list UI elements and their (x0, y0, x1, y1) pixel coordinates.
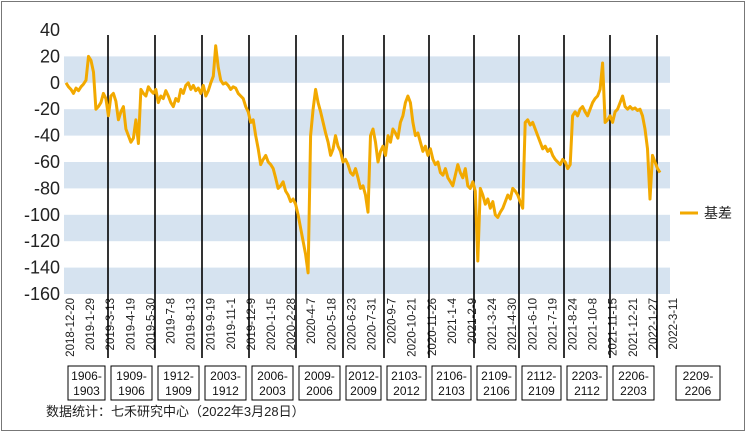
basis-line-chart: 40 20 0 -20 -40 -60 -80 -100 -120 -140 -160 2018-1… (24, 20, 732, 419)
x-tick-label: 2022-3-11 (668, 298, 680, 350)
contract-label-line2: 2109 (528, 384, 555, 398)
y-tick-label: -80 (34, 178, 60, 198)
contract-label-line1: 2003- (210, 369, 241, 383)
x-tick-label: 2021-8-24 (568, 297, 580, 350)
contract-label-line1: 1906- (71, 369, 102, 383)
contract-label-line2: 2203 (620, 384, 647, 398)
contract-label-line1: 2209- (683, 369, 714, 383)
x-tick-label: 2021-6-10 (527, 298, 539, 350)
grid-band (64, 56, 670, 83)
y-tick-label: -100 (24, 205, 60, 225)
y-tick-label: 0 (50, 73, 60, 93)
y-tick-label: -140 (24, 258, 60, 278)
contract-labels: 1906-19031909-19061912-19092003-19122006… (67, 365, 721, 401)
x-tick-label: 2021-12-21 (628, 298, 640, 357)
contract-label-line1: 2103- (391, 369, 422, 383)
contract-label-line2: 2009 (350, 384, 377, 398)
contract-label-line2: 2012 (393, 384, 420, 398)
x-tick-label: 2018-12-20 (65, 298, 77, 357)
x-tick-label: 2020-1-15 (266, 298, 278, 350)
y-tick-label: -60 (34, 152, 60, 172)
contract-label-line2: 2106 (483, 384, 510, 398)
contract-label-box: 2006-2003 (251, 365, 294, 401)
grid-band (64, 267, 670, 294)
x-tick-label: 2020-2-28 (286, 298, 298, 350)
x-tick-label: 2021-2-9 (467, 298, 479, 344)
contract-label-line2: 2112 (574, 384, 600, 398)
contract-label-box: 2109-2106 (476, 365, 517, 401)
x-tick-label: 2022-1-27 (648, 298, 660, 350)
contract-label-box: 1912-1909 (157, 365, 200, 401)
y-axis: 40 20 0 -20 -40 -60 -80 -100 -120 -140 -160 (24, 20, 60, 304)
contract-label-line1: 2106- (436, 369, 467, 383)
y-tick-label: -20 (34, 99, 60, 119)
x-tick-label: 2021-1-4 (447, 297, 459, 344)
x-tick-label: 2019-1-29 (85, 298, 97, 350)
x-tick-label: 2019-4-19 (125, 298, 137, 350)
contract-label-box: 2012-2009 (345, 365, 382, 401)
contract-label-box: 2206-2203 (612, 365, 655, 401)
legend: 基差 (680, 205, 732, 221)
contract-label-box: 2203-2112 (566, 365, 608, 401)
source-note: 数据统计：七禾研究中心（2022年3月28日） (46, 404, 305, 419)
y-tick-label: -120 (24, 231, 60, 251)
contract-label-line1: 2012- (348, 369, 379, 383)
y-tick-label: -40 (34, 126, 60, 146)
grid-band (64, 109, 670, 136)
contract-label-box: 2106-2103 (431, 365, 472, 401)
y-tick-label: 20 (40, 46, 60, 66)
contract-label-line2: 1903 (73, 384, 100, 398)
contract-label-box: 2009-2006 (298, 365, 341, 401)
grid-band (64, 214, 670, 242)
x-tick-label: 2020-9-7 (387, 298, 399, 344)
x-tick-label: 2020-5-18 (326, 298, 338, 350)
contract-label-line1: 2206- (618, 369, 649, 383)
y-tick-label: 40 (40, 20, 60, 40)
contract-label-line1: 1912- (163, 369, 194, 383)
x-tick-label: 2019-12-9 (246, 298, 258, 350)
contract-label-line1: 2109- (481, 369, 512, 383)
x-tick-label: 2021-7-19 (547, 298, 559, 350)
y-tick-label: -160 (24, 284, 60, 304)
contract-label-box: 2209-2206 (675, 365, 721, 401)
contract-label-line2: 1912 (212, 384, 239, 398)
x-tick-label: 2019-9-19 (206, 298, 218, 350)
contract-label-line2: 2103 (438, 384, 465, 398)
series-line-basis (64, 44, 662, 275)
x-tick-label: 2020-6-23 (346, 298, 358, 350)
contract-label-box: 2103-2012 (386, 365, 427, 401)
x-tick-label: 2019-7-8 (166, 298, 178, 344)
x-tick-label: 2019-11-1 (226, 298, 238, 350)
x-tick-label: 2021-3-24 (487, 297, 499, 350)
contract-label-line1: 1909- (116, 369, 147, 383)
contract-label-line1: 2009- (304, 369, 335, 383)
contract-label-line1: 2203- (572, 369, 603, 383)
contract-label-line2: 1909 (165, 384, 192, 398)
x-tick-label: 2020-4-7 (306, 298, 318, 344)
contract-label-line2: 1906 (118, 384, 145, 398)
grid-bands (64, 56, 670, 294)
contract-label-line1: 2112- (527, 369, 557, 383)
contract-label-box: 1909-1906 (110, 365, 153, 401)
x-tick-label: 2019-8-13 (186, 298, 198, 350)
contract-label-box: 2003-1912 (204, 365, 247, 401)
x-tick-label: 2019-3-13 (105, 298, 117, 350)
contract-label-box: 2112-2109 (521, 365, 562, 401)
x-tick-label: 2020-10-21 (407, 298, 419, 357)
legend-label: 基差 (704, 205, 732, 221)
x-axis: 2018-12-20 2019-1-29 2019-3-13 2019-4-19 201… (65, 297, 680, 356)
contract-label-line2: 2003 (259, 384, 286, 398)
x-tick-label: 2020-7-31 (367, 298, 379, 350)
contract-label-line2: 2206 (685, 384, 712, 398)
x-tick-label: 2021-4-30 (507, 298, 519, 350)
x-tick-label: 2021-10-8 (588, 298, 600, 350)
contract-label-line1: 2006- (257, 369, 288, 383)
contract-label-line2: 2006 (306, 384, 333, 398)
contract-label-box: 1906-1903 (67, 365, 106, 401)
